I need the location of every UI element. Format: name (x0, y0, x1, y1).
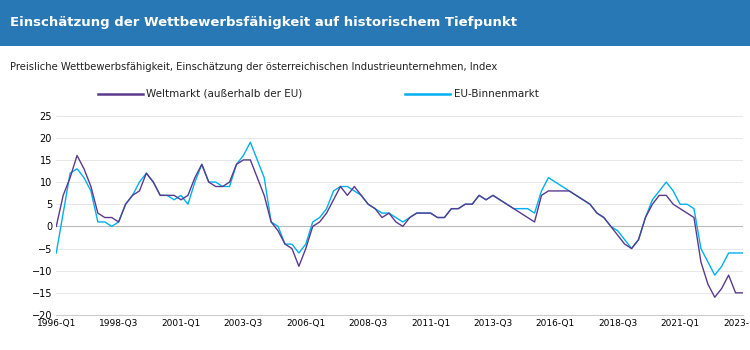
Text: Preisliche Wettbewerbsfähigkeit, Einschätzung der österreichischen Industrieunte: Preisliche Wettbewerbsfähigkeit, Einschä… (10, 62, 497, 72)
Text: Weltmarkt (außerhalb der EU): Weltmarkt (außerhalb der EU) (146, 89, 302, 99)
Text: EU-Binnenmarkt: EU-Binnenmarkt (454, 89, 538, 99)
Text: Einschätzung der Wettbewerbsfähigkeit auf historischem Tiefpunkt: Einschätzung der Wettbewerbsfähigkeit au… (10, 16, 517, 29)
